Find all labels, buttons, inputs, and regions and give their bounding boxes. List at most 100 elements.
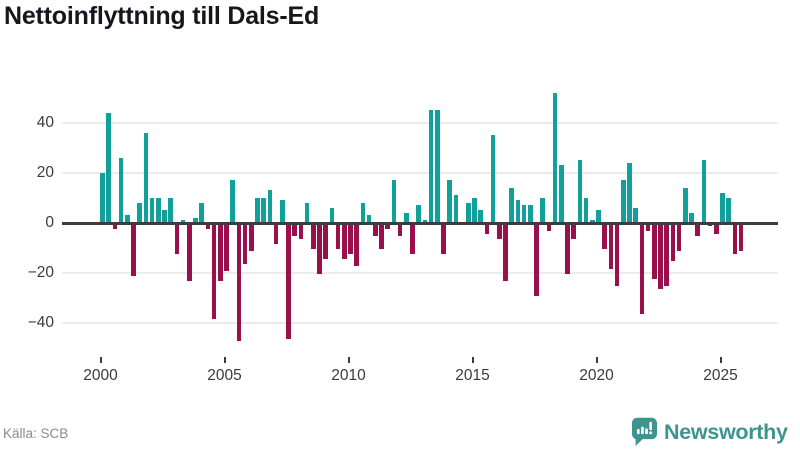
bar-positive bbox=[621, 180, 626, 223]
bar-positive bbox=[199, 202, 204, 223]
bar-negative bbox=[602, 223, 607, 249]
bar-negative bbox=[205, 223, 211, 229]
bar-positive bbox=[280, 200, 285, 223]
bar-negative bbox=[131, 223, 136, 276]
bar-negative bbox=[249, 223, 254, 251]
bar-negative bbox=[292, 223, 297, 236]
bar-positive bbox=[720, 192, 725, 223]
bar-negative bbox=[112, 223, 118, 229]
gridline bbox=[62, 322, 778, 324]
bar-positive bbox=[596, 210, 601, 223]
bar-negative bbox=[224, 223, 229, 271]
bar-negative bbox=[379, 223, 384, 249]
bar-negative bbox=[714, 223, 719, 234]
bar-negative bbox=[317, 223, 322, 274]
bar-positive bbox=[521, 205, 527, 223]
bar-negative bbox=[639, 223, 645, 314]
bar-negative bbox=[738, 223, 744, 251]
bar-positive bbox=[366, 215, 372, 223]
bar-negative bbox=[410, 223, 415, 254]
bar-negative bbox=[385, 223, 390, 229]
bar-positive bbox=[416, 205, 421, 223]
bar-positive bbox=[466, 202, 471, 223]
bar-negative bbox=[484, 223, 490, 234]
bar-positive bbox=[180, 220, 186, 223]
bar-positive bbox=[515, 200, 521, 223]
bar-positive bbox=[304, 202, 310, 223]
bar-positive bbox=[143, 132, 149, 223]
bar-negative bbox=[652, 223, 657, 279]
y-tick-label: 20 bbox=[36, 164, 54, 181]
bar-positive bbox=[193, 217, 198, 223]
bar-positive bbox=[156, 197, 161, 223]
y-tick-label: 40 bbox=[36, 114, 54, 131]
bar-positive bbox=[453, 195, 459, 223]
bar-positive bbox=[230, 180, 235, 223]
bar-negative bbox=[187, 223, 192, 281]
bar-negative bbox=[732, 223, 738, 254]
bar-positive bbox=[726, 197, 731, 223]
bar-negative bbox=[397, 223, 403, 236]
bar-negative bbox=[273, 223, 279, 244]
x-tick-label: 2000 bbox=[83, 367, 118, 384]
bar-negative bbox=[571, 223, 576, 239]
x-tick-label: 2025 bbox=[703, 367, 738, 384]
bar-negative bbox=[323, 223, 328, 259]
bar-positive bbox=[528, 205, 533, 223]
bar-negative bbox=[645, 223, 651, 231]
bar-positive bbox=[627, 162, 632, 223]
newsworthy-logo: Newsworthy bbox=[632, 417, 788, 447]
x-tick bbox=[99, 357, 102, 363]
bar-negative bbox=[497, 223, 502, 239]
bar-positive bbox=[447, 180, 452, 223]
bar-positive bbox=[633, 207, 638, 223]
bar-positive bbox=[590, 220, 595, 223]
bar-negative bbox=[311, 223, 316, 249]
bar-positive bbox=[360, 202, 366, 223]
bar-positive bbox=[391, 180, 397, 223]
bar-negative bbox=[670, 223, 676, 261]
bar-positive bbox=[329, 207, 335, 223]
y-tick-label: −40 bbox=[27, 314, 54, 331]
x-tick bbox=[223, 357, 226, 363]
bar-negative bbox=[236, 223, 242, 341]
bar-negative bbox=[676, 223, 682, 251]
bar-positive bbox=[404, 212, 409, 223]
x-tick bbox=[719, 357, 722, 363]
bar-positive bbox=[106, 112, 111, 223]
bar-negative bbox=[608, 223, 614, 269]
y-tick-label: 0 bbox=[45, 214, 54, 231]
bar-negative bbox=[534, 223, 539, 296]
bar-positive bbox=[583, 197, 589, 223]
bar-negative bbox=[658, 223, 663, 289]
bar-positive bbox=[125, 215, 130, 223]
bar-negative bbox=[695, 223, 700, 236]
source-label: Källa: SCB bbox=[3, 426, 69, 441]
bar-negative bbox=[565, 223, 570, 274]
bar-positive bbox=[422, 220, 428, 223]
bar-positive bbox=[267, 190, 273, 223]
x-tick-label: 2010 bbox=[331, 367, 366, 384]
bar-negative bbox=[373, 223, 378, 236]
bar-negative bbox=[503, 223, 508, 281]
bar-negative bbox=[546, 223, 552, 231]
bar-positive bbox=[490, 135, 496, 223]
bar-negative bbox=[707, 223, 713, 226]
gridline bbox=[62, 122, 778, 124]
newsworthy-wordmark: Newsworthy bbox=[664, 419, 788, 444]
bar-negative bbox=[242, 223, 248, 264]
bar-positive bbox=[552, 92, 558, 223]
gridline bbox=[62, 172, 778, 174]
bar-positive bbox=[478, 210, 483, 223]
x-tick-label: 2005 bbox=[207, 367, 242, 384]
bar-positive bbox=[255, 197, 260, 223]
bar-negative bbox=[664, 223, 669, 286]
y-tick-label: −20 bbox=[27, 264, 54, 281]
x-tick bbox=[471, 357, 474, 363]
bar-negative bbox=[211, 223, 217, 319]
bar-positive bbox=[118, 157, 124, 223]
bar-positive bbox=[137, 202, 142, 223]
bar-negative bbox=[441, 223, 446, 254]
